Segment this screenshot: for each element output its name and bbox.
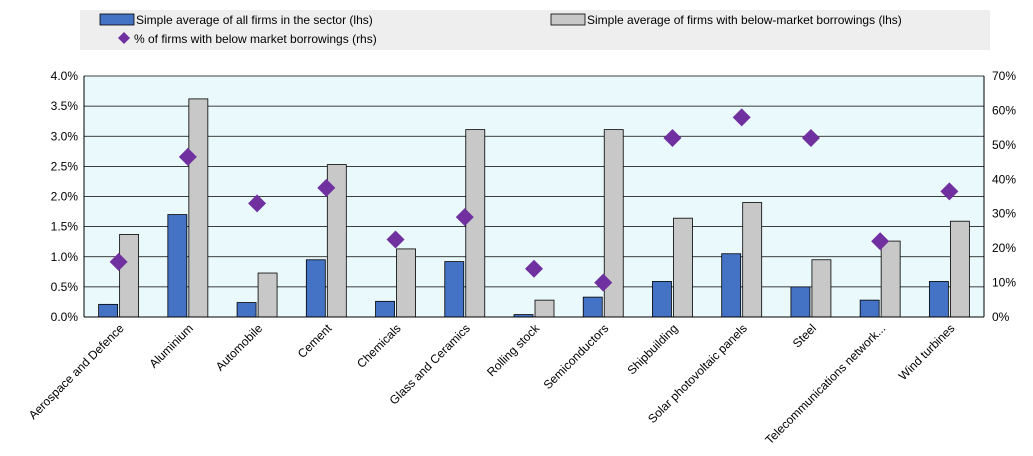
bar-below-market-firms bbox=[880, 240, 901, 318]
right-tick-label: 70% bbox=[992, 69, 1016, 83]
right-axis-ticks: 0% 10% 20% 30% 40% 50% 60% 70% bbox=[992, 69, 1016, 324]
marker-pct-below-market bbox=[525, 259, 543, 278]
axes bbox=[83, 76, 985, 318]
right-tick-label: 0% bbox=[992, 310, 1010, 324]
bar-below-market-firms bbox=[673, 217, 693, 318]
legend-label: Simple average of firms with below-marke… bbox=[587, 13, 902, 27]
gridlines bbox=[84, 75, 984, 288]
bar-all-firms bbox=[790, 286, 811, 318]
bar-below-market-firms bbox=[396, 248, 416, 318]
bar-below-market-firms bbox=[188, 98, 209, 318]
legend-label: Simple average of all firms in the secto… bbox=[136, 13, 373, 27]
category-label: Rolling stock bbox=[484, 321, 543, 380]
left-tick-label: 0.0% bbox=[51, 310, 79, 324]
category-label: Chemicals bbox=[354, 321, 404, 371]
bar-below-market-firms bbox=[603, 129, 624, 318]
bar-all-firms bbox=[444, 261, 465, 318]
left-tick-label: 2.5% bbox=[51, 159, 79, 173]
marker-pct-below-market bbox=[801, 128, 820, 147]
bar-below-market-firms bbox=[119, 234, 140, 318]
category-label: Aerospace and Defence bbox=[26, 321, 127, 422]
legend-swatch-all-firms bbox=[99, 13, 135, 26]
bar-below-market-firms bbox=[811, 259, 832, 318]
marker-pct-below-market bbox=[940, 182, 959, 201]
right-tick-label: 10% bbox=[992, 276, 1016, 290]
bar-all-firms bbox=[652, 281, 672, 318]
left-tick-label: 0.5% bbox=[51, 280, 79, 294]
bar-all-firms bbox=[375, 300, 395, 318]
category-label: Telecommunications network... bbox=[762, 321, 888, 447]
category-label: Automobile bbox=[213, 321, 266, 374]
marker-pct-below-market bbox=[109, 252, 128, 271]
marker-pct-below-market bbox=[317, 178, 336, 197]
category-label: Aluminium bbox=[146, 321, 196, 371]
left-tick-label: 4.0% bbox=[51, 69, 79, 83]
bar-all-firms bbox=[98, 303, 119, 318]
bar-all-firms bbox=[167, 214, 188, 318]
category-labels: Aerospace and Defence Aluminium Automobile… bbox=[26, 321, 958, 448]
left-tick-label: 1.5% bbox=[51, 220, 79, 234]
bar-below-market-firms bbox=[465, 129, 486, 318]
bar-all-firms bbox=[928, 281, 949, 318]
category-label: Shipbuilding bbox=[624, 321, 680, 377]
right-tick-label: 60% bbox=[992, 103, 1016, 117]
marker-pct-below-market bbox=[248, 194, 267, 213]
bars bbox=[98, 98, 970, 318]
left-tick-label: 3.5% bbox=[51, 99, 79, 113]
legend: Simple average of all firms in the secto… bbox=[99, 13, 902, 46]
bar-all-firms bbox=[859, 299, 880, 318]
bar-below-market-firms bbox=[257, 272, 278, 318]
legend-label: % of firms with below market borrowings … bbox=[134, 32, 377, 46]
legend-swatch-below-market-firms bbox=[550, 13, 586, 26]
bar-below-market-firms bbox=[534, 299, 555, 318]
marker-pct-below-market bbox=[732, 108, 751, 127]
right-tick-label: 50% bbox=[992, 138, 1016, 152]
marker-pct-below-market bbox=[455, 208, 474, 227]
left-axis-ticks: 0.0% 0.5% 1.0% 1.5% 2.0% 2.5% 3.0% 3.5% 4.0% bbox=[51, 69, 79, 324]
bar-all-firms bbox=[305, 259, 326, 318]
left-tick-label: 2.0% bbox=[51, 190, 79, 204]
left-tick-label: 3.0% bbox=[51, 129, 79, 143]
bar-below-market-firms bbox=[742, 202, 763, 318]
category-label: Steel bbox=[790, 321, 819, 350]
right-tick-label: 40% bbox=[992, 172, 1016, 186]
markers bbox=[109, 108, 959, 292]
bar-below-market-firms bbox=[949, 220, 970, 318]
category-label: Cement bbox=[295, 321, 335, 361]
marker-pct-below-market bbox=[871, 232, 890, 251]
left-tick-label: 1.0% bbox=[51, 250, 79, 264]
marker-pct-below-market bbox=[594, 273, 613, 292]
bar-all-firms bbox=[721, 253, 742, 318]
category-label: Wind turbines bbox=[896, 321, 958, 383]
right-tick-label: 30% bbox=[992, 207, 1016, 221]
legend-marker-pct bbox=[118, 32, 130, 44]
bar-all-firms bbox=[582, 296, 603, 318]
marker-pct-below-market bbox=[178, 147, 197, 166]
marker-pct-below-market bbox=[663, 128, 682, 147]
category-label: Semiconductors bbox=[541, 321, 612, 392]
marker-pct-below-market bbox=[386, 230, 405, 249]
right-tick-label: 20% bbox=[992, 241, 1016, 255]
legend-box bbox=[80, 10, 990, 50]
bar-all-firms bbox=[236, 302, 257, 318]
